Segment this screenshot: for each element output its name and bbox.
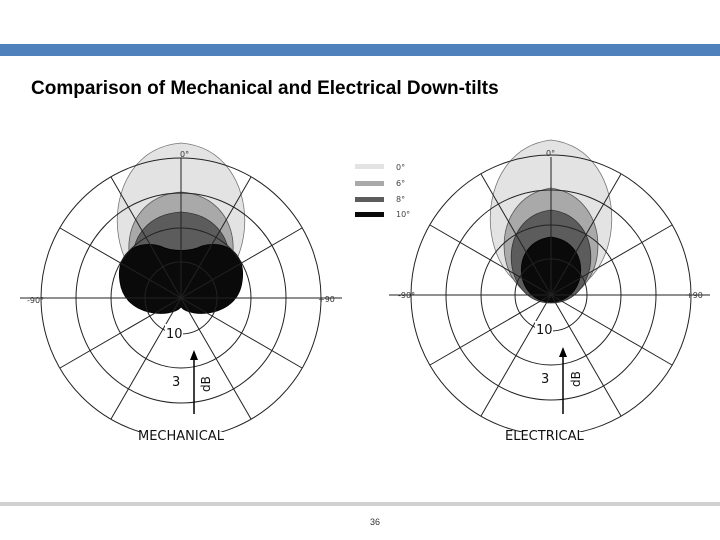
legend-swatch-8 — [355, 197, 384, 202]
legend-label-10: 10° — [396, 210, 410, 219]
electrical-left-label: -90° — [398, 291, 415, 300]
mechanical-left-label: -90° — [27, 296, 44, 305]
legend-label-0: 0° — [396, 163, 405, 172]
mechanical-caption: MECHANICAL — [138, 429, 225, 444]
legend-label-8: 8° — [396, 195, 405, 204]
tilt-legend: 0° 6° 8° 10° — [355, 163, 410, 219]
legend-swatch-0 — [355, 164, 384, 169]
legend-label-6: 6° — [396, 179, 405, 188]
electrical-ring-label-3: 3 — [541, 372, 549, 387]
mechanical-ring-label-3: 3 — [172, 375, 180, 390]
mechanical-polar-plot: 0° -90° +90 10 3 dB MECHANICAL — [20, 142, 342, 444]
mechanical-zero-label: 0° — [180, 150, 189, 159]
electrical-label-bg — [535, 321, 553, 335]
mechanical-ring-label-10: 10 — [166, 327, 183, 342]
mechanical-db-arrow-icon — [190, 350, 198, 414]
legend-swatch-10 — [355, 212, 384, 217]
mechanical-label-bg — [168, 373, 182, 387]
mechanical-grid — [20, 157, 342, 432]
header-accent-bar — [0, 44, 720, 56]
mechanical-right-label: +90 — [318, 295, 335, 304]
legend-swatch-6 — [355, 181, 384, 186]
electrical-zero-label: 0° — [546, 149, 555, 158]
electrical-label-bg — [538, 369, 552, 383]
page-number: 36 — [369, 517, 380, 527]
electrical-polar-plot: 0° -90° +90 10 3 dB ELECTRICAL — [389, 139, 710, 444]
electrical-ring-label-10: 10 — [536, 323, 553, 338]
electrical-db-arrow-icon — [559, 347, 567, 414]
slide-title: Comparison of Mechanical and Electrical … — [31, 78, 499, 99]
mechanical-label-bg — [165, 324, 183, 338]
mechanical-unit-label: dB — [199, 376, 213, 392]
electrical-right-label: +90 — [686, 291, 703, 300]
electrical-unit-label: dB — [569, 371, 583, 387]
electrical-caption: ELECTRICAL — [505, 429, 585, 444]
footer-bar — [0, 502, 720, 506]
electrical-grid — [389, 154, 710, 432]
